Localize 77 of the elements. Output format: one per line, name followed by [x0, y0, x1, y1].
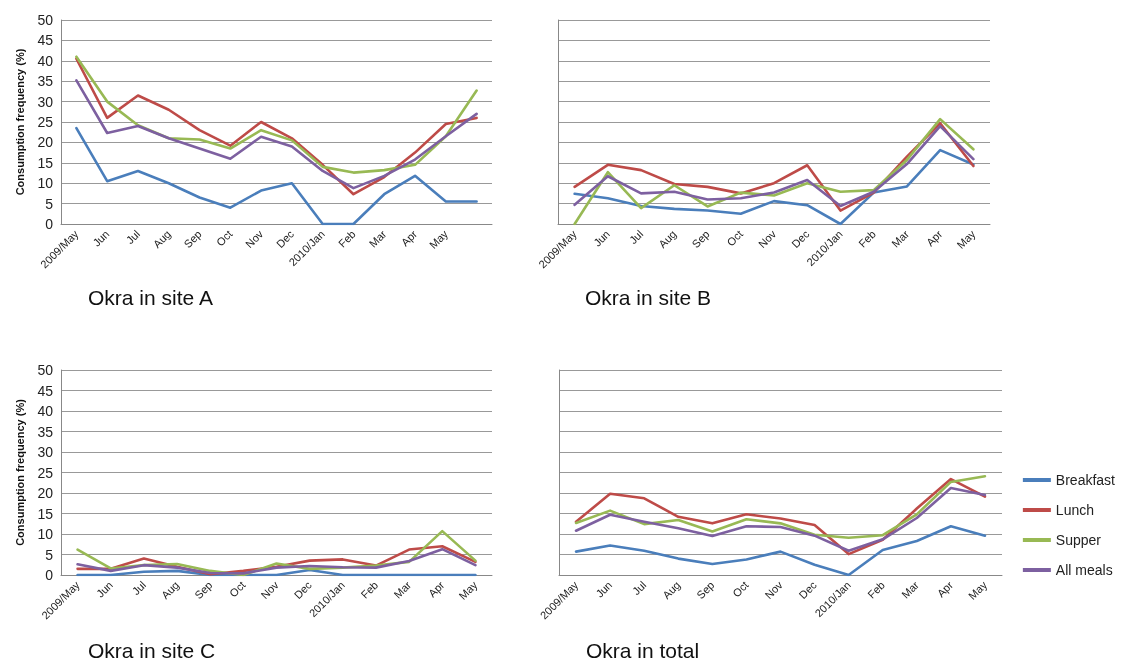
legend-label: Lunch — [1055, 502, 1095, 518]
legend-label: Supper — [1055, 532, 1102, 548]
x-tick-label: Oct — [724, 227, 746, 249]
x-tick-label: Nov — [762, 578, 786, 602]
x-tick-label: Jul — [129, 578, 149, 598]
y-tick-label: 40 — [37, 52, 54, 69]
y-tick-label: 20 — [37, 134, 54, 151]
x-tick-label: Mar — [391, 578, 414, 601]
y-tick-label: 45 — [37, 32, 54, 49]
y-tick-label: 0 — [45, 567, 54, 583]
x-tick-label: Jun — [93, 578, 115, 600]
text: Okra in total — [586, 639, 700, 662]
x-tick-label: Feb — [358, 578, 381, 601]
y-tick-label: 20 — [37, 485, 54, 501]
x-tick-label: Jul — [630, 578, 649, 598]
y-tick-label: 35 — [37, 423, 54, 440]
x-tick-label: Jun — [591, 227, 613, 249]
x-tick-label: Mar — [366, 227, 389, 250]
x-tick-label: Nov — [755, 227, 779, 251]
x-tick-label: Feb — [856, 227, 878, 250]
x-tick-label: Dec — [789, 227, 812, 251]
x-tick-label: Oct — [227, 578, 248, 600]
y-tick-label: 10 — [37, 175, 54, 192]
x-tick-label: Apr — [923, 227, 945, 249]
x-tick-label: Jul — [626, 227, 646, 247]
y-tick-label: 0 — [45, 216, 54, 232]
line-series — [75, 79, 478, 190]
y-tick-label: 35 — [37, 73, 54, 90]
x-tick-label: Sep — [694, 578, 717, 602]
x-tick-label: Apr — [934, 578, 956, 600]
line-series — [75, 57, 478, 196]
x-tick-label: Feb — [865, 578, 887, 601]
x-tick-label: May — [426, 227, 451, 251]
text: Okra in site A — [88, 286, 213, 309]
x-tick-label: Oct — [213, 227, 235, 249]
y-tick-label: 50 — [37, 12, 54, 28]
text: Okra in site B — [585, 286, 712, 309]
x-tick-label: Aug — [656, 227, 679, 251]
x-tick-label: Sep — [192, 578, 215, 602]
y-tick-label: 15 — [37, 154, 54, 171]
x-tick-label: Aug — [158, 578, 182, 602]
x-tick-label: Nov — [258, 578, 282, 602]
x-tick-label: Feb — [335, 227, 358, 250]
y-tick-label: 40 — [37, 403, 54, 419]
legend-label: All meals — [1055, 562, 1113, 578]
x-tick-label: Mar — [889, 227, 912, 250]
y-tick-label: 15 — [37, 505, 54, 522]
y-tick-label: 50 — [37, 362, 54, 378]
x-tick-label: Aug — [150, 227, 173, 251]
x-tick-label: Jun — [90, 227, 112, 249]
y-tick-label: 25 — [37, 464, 54, 481]
x-tick-label: Mar — [899, 578, 922, 601]
y-tick-label: 25 — [37, 114, 54, 130]
y-axis-title: Consumption frequency (%) — [13, 48, 26, 196]
y-tick-label: 30 — [37, 93, 54, 110]
x-tick-label: Apr — [398, 227, 420, 249]
y-tick-label: 10 — [37, 526, 54, 542]
y-tick-label: 5 — [45, 195, 54, 212]
x-tick-label: Sep — [689, 227, 712, 251]
text: Okra in site C — [88, 639, 216, 662]
x-tick-label: Nov — [243, 227, 266, 251]
x-tick-label: May — [966, 578, 990, 602]
y-tick-label: 45 — [37, 382, 54, 399]
line-series — [75, 126, 478, 226]
x-tick-label: May — [954, 227, 978, 251]
x-tick-label: Aug — [660, 578, 683, 602]
x-tick-label: Jul — [123, 227, 143, 247]
y-tick-label: 5 — [45, 546, 54, 563]
x-tick-label: Sep — [181, 227, 204, 251]
y-axis-title: Consumption frequency (%) — [13, 398, 26, 546]
legend-label: Breakfast — [1055, 472, 1116, 488]
x-tick-label: Jun — [593, 578, 615, 600]
x-tick-label: Oct — [730, 578, 751, 600]
x-tick-label: May — [456, 578, 481, 602]
x-tick-label: Apr — [425, 578, 447, 600]
y-tick-label: 30 — [37, 444, 54, 460]
x-tick-label: Dec — [796, 578, 820, 602]
